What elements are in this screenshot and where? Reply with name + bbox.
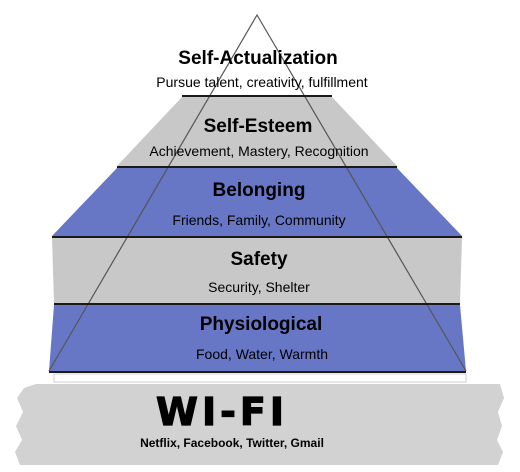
base-shelf xyxy=(53,373,467,383)
tier-physiological-band xyxy=(49,305,466,371)
tier-self-actualization-band xyxy=(182,15,332,95)
tier-physiological-title: Physiological xyxy=(200,314,322,335)
tier-dividers xyxy=(49,95,466,373)
tier-self-esteem-band xyxy=(117,97,397,166)
wifi-base-band xyxy=(15,384,504,465)
tier-belonging-subtitle: Friends, Family, Community xyxy=(172,212,345,228)
tier-self-actualization-title: Self-Actualization xyxy=(178,48,337,69)
tier-belonging-title: Belonging xyxy=(213,180,306,201)
tier-safety-band xyxy=(52,238,462,303)
tier-physiological-subtitle: Food, Water, Warmth xyxy=(196,346,328,362)
tier-safety-title: Safety xyxy=(230,249,287,270)
tier-self-esteem-subtitle: Achievement, Mastery, Recognition xyxy=(149,143,368,159)
wifi-base-title: WI-FI xyxy=(156,390,288,434)
tier-self-actualization-subtitle: Pursue talent, creativity, fulfillment xyxy=(156,74,367,90)
wifi-base-subtitle: Netflix, Facebook, Twitter, Gmail xyxy=(140,436,324,450)
tier-safety-subtitle: Security, Shelter xyxy=(208,279,310,295)
tier-belonging-band xyxy=(52,168,462,236)
pyramid-outline xyxy=(48,13,467,372)
tier-self-esteem-title: Self-Esteem xyxy=(204,116,313,137)
